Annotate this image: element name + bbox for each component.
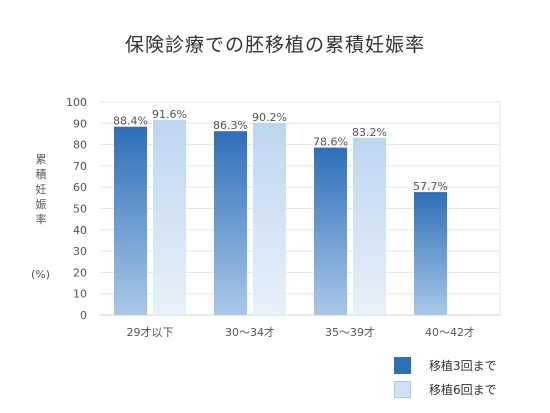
y-tick-label: 0 xyxy=(80,309,87,322)
x-tick-label: 35〜39才 xyxy=(325,325,375,339)
legend-label-series-1: 移植3回まで xyxy=(429,359,497,373)
y-tick-label: 10 xyxy=(73,288,87,301)
bar-series-2 xyxy=(353,137,386,315)
x-tick-label: 30〜34才 xyxy=(225,325,275,339)
y-tick-label: 90 xyxy=(73,117,87,130)
data-label: 90.2% xyxy=(252,111,287,124)
data-label: 57.7% xyxy=(413,180,448,193)
chart-title: 保険診療での胚移植の累積妊娠率 xyxy=(124,34,425,56)
bar-series-1 xyxy=(314,147,347,315)
bar-series-1 xyxy=(214,131,247,315)
y-axis-unit: (%) xyxy=(31,268,51,281)
data-label: 83.2% xyxy=(352,126,387,139)
legend-item-series-1: 移植3回まで xyxy=(394,357,497,374)
legend-swatch-series-1 xyxy=(394,357,411,374)
y-tick-label: 100 xyxy=(66,96,87,109)
y-tick-label: 30 xyxy=(73,245,87,258)
bar-series-2 xyxy=(253,122,286,316)
bar-series-1 xyxy=(114,126,147,315)
data-label: 91.6% xyxy=(152,108,187,121)
x-tick-label: 40〜42才 xyxy=(425,325,475,339)
bar-series-1 xyxy=(414,192,447,315)
y-tick-label: 50 xyxy=(73,203,87,216)
y-tick-label: 40 xyxy=(73,224,87,237)
y-axis-label: 累積妊娠率 xyxy=(35,153,47,226)
x-tick-label: 29才以下 xyxy=(127,325,174,339)
data-label: 86.3% xyxy=(213,119,248,132)
y-tick-label: 20 xyxy=(73,266,87,279)
y-tick-label: 80 xyxy=(73,139,87,152)
legend-item-series-2: 移植6回まで xyxy=(394,381,497,398)
y-tick-label: 70 xyxy=(73,160,87,173)
data-label: 88.4% xyxy=(113,115,148,128)
data-label: 78.6% xyxy=(313,136,348,149)
y-tick-label: 60 xyxy=(73,181,87,194)
bar-series-2 xyxy=(153,119,186,315)
legend-label-series-2: 移植6回まで xyxy=(429,383,497,397)
legend-swatch-series-2 xyxy=(394,381,411,398)
